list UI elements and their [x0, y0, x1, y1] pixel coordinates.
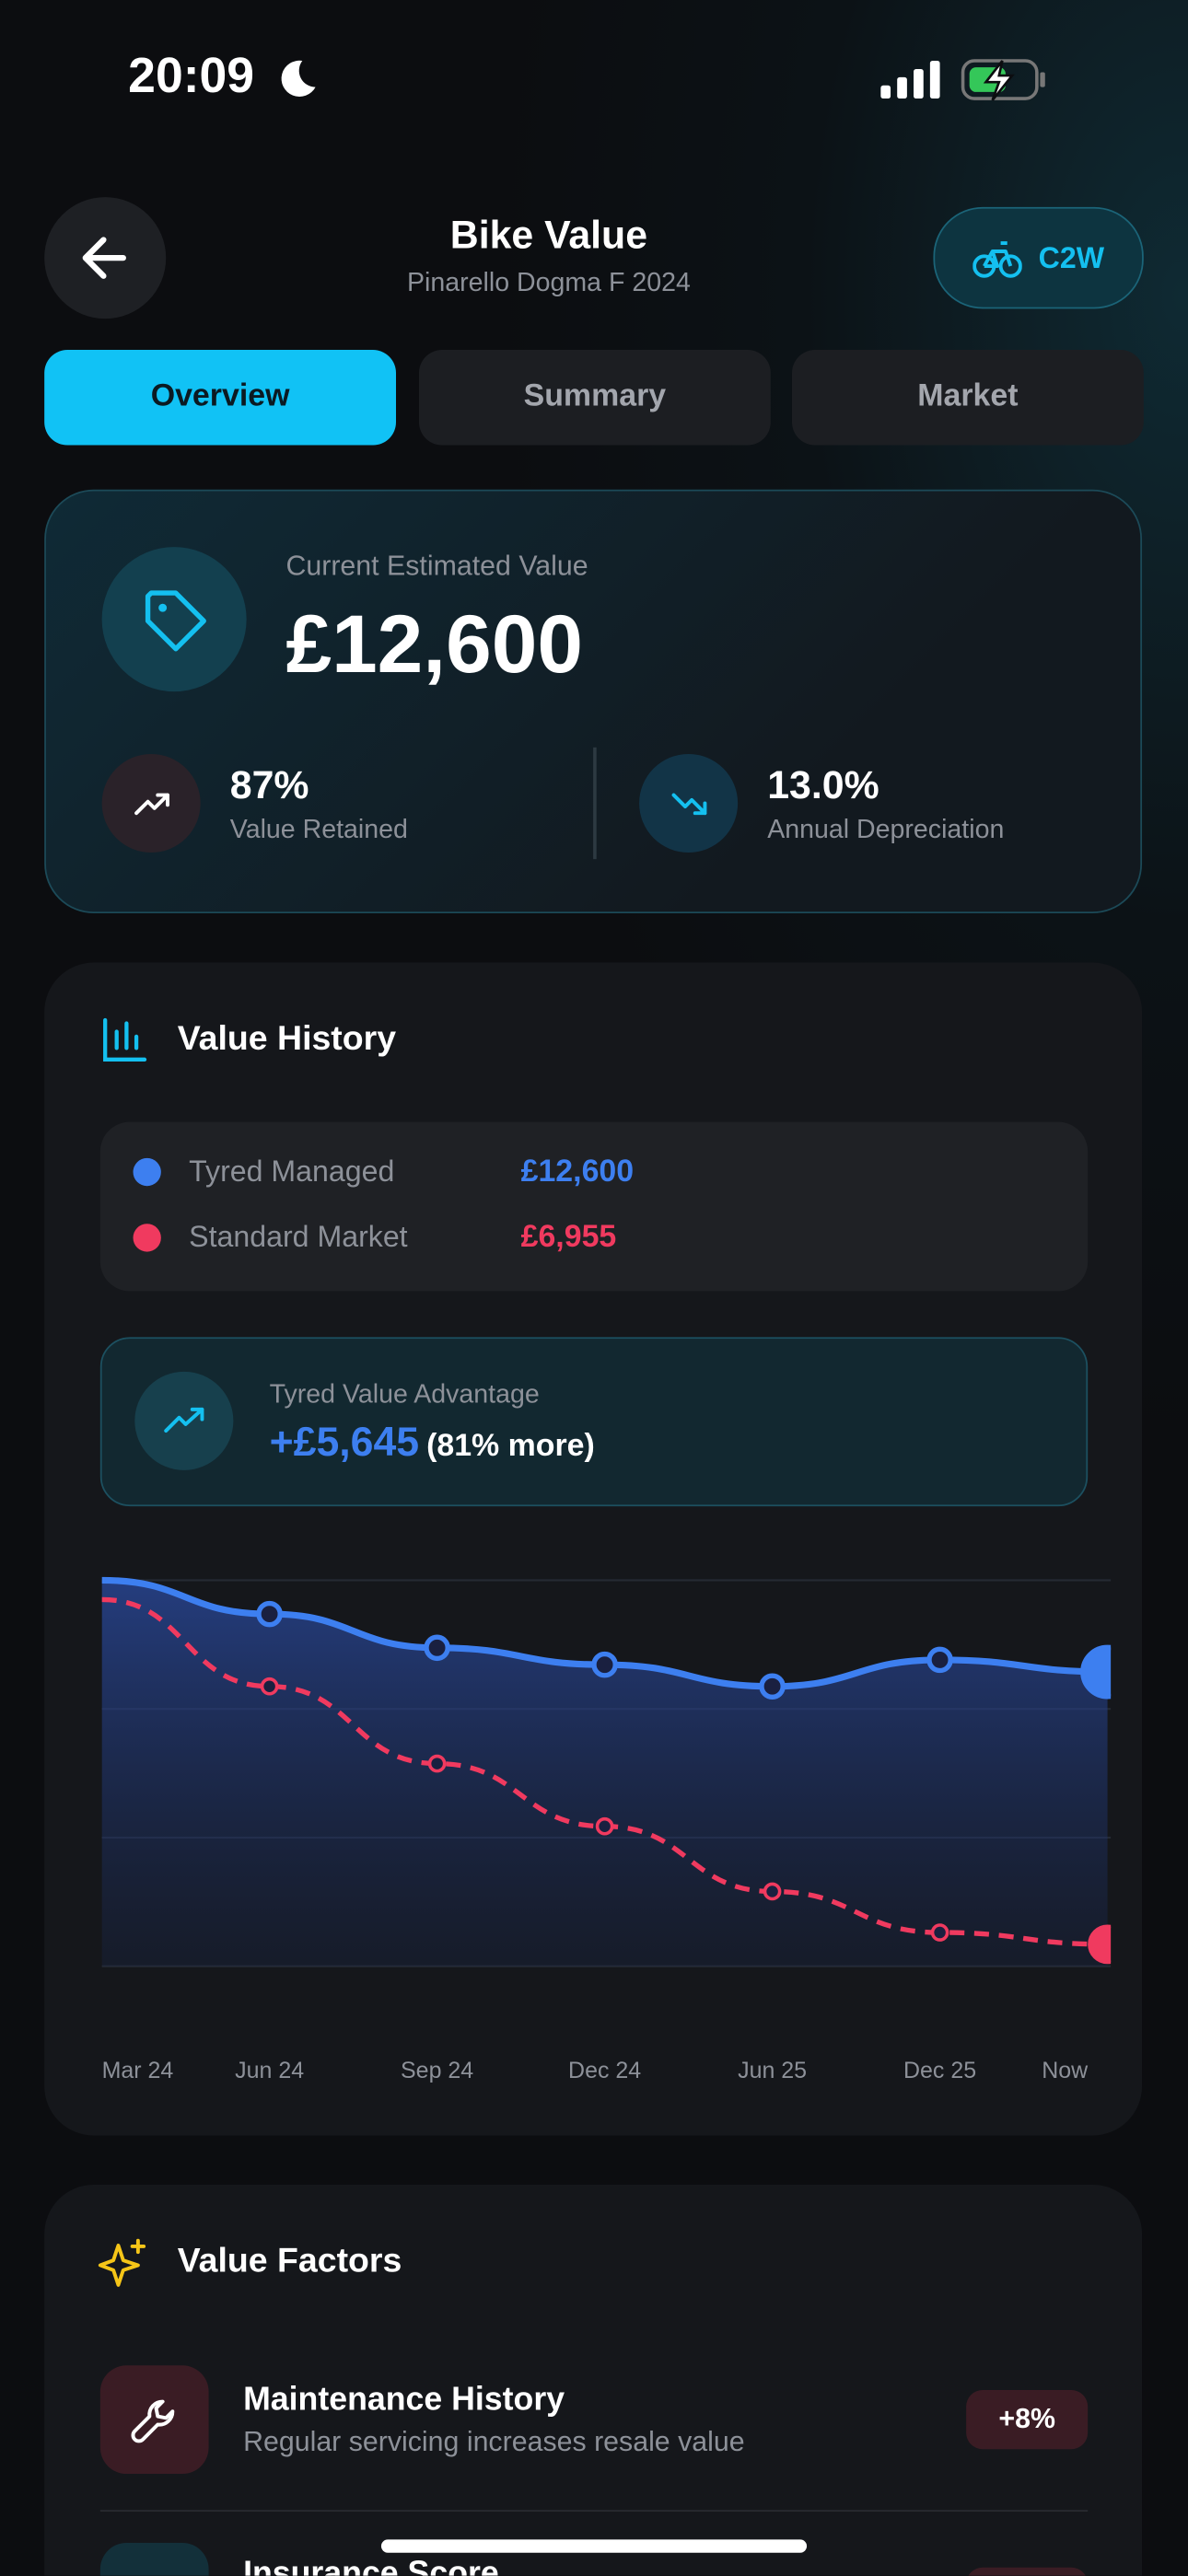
sparkle-icon — [98, 2238, 146, 2287]
tab[interactable]: Overview — [44, 350, 396, 446]
tab[interactable]: Summary — [418, 350, 771, 446]
up-icon — [101, 753, 201, 853]
divider — [99, 2510, 1089, 2512]
factor-description: Regular servicing increases resale value — [243, 2426, 745, 2458]
impact-badge: +8% — [966, 2390, 1089, 2450]
data-point — [930, 1923, 949, 1942]
legend-name: Standard Market — [189, 1220, 408, 1254]
legend-swatch — [133, 1224, 161, 1252]
tab[interactable]: Market — [791, 350, 1144, 446]
back-button[interactable] — [44, 197, 167, 319]
series-line — [101, 1596, 1108, 1947]
x-tick-label: Jun 25 — [738, 2058, 807, 2083]
advantage-value: +£5,645 — [269, 1419, 420, 1466]
data-point — [1088, 1924, 1112, 1965]
up-icon — [134, 1371, 234, 1470]
factors-card: Value Factors Maintenance History Regula… — [44, 2185, 1143, 2576]
legend-value: £6,955 — [520, 1220, 617, 1256]
data-point — [926, 1646, 953, 1674]
status-icons — [880, 59, 1045, 101]
stat-value: 13.0% — [767, 763, 879, 808]
value-amount: £12,600 — [285, 598, 583, 690]
data-point — [427, 1754, 447, 1773]
c2w-label: C2W — [1038, 240, 1105, 274]
page-subtitle: Pinarello Dogma F 2024 — [406, 269, 691, 297]
legend-swatch — [133, 1157, 161, 1187]
bike-icon — [973, 241, 1022, 278]
home-indicator — [380, 2539, 808, 2553]
x-tick-label: Now — [1042, 2058, 1089, 2083]
plot — [101, 1576, 1112, 1967]
data-point — [759, 1673, 786, 1700]
wrench-icon — [99, 2365, 209, 2475]
clock: 20:09 — [128, 49, 255, 104]
data-point — [424, 1634, 450, 1662]
data-point — [763, 1882, 782, 1901]
factor-icon — [99, 2542, 209, 2576]
stat-label: Value Retained — [229, 816, 408, 845]
x-tick-label: Jun 24 — [235, 2058, 304, 2083]
line-chart: Mar 24 Jun 24 Sep 24 Dec 24 Jun 25 Dec 25 Now — [101, 1576, 1112, 2083]
c2w-button[interactable]: C2W — [933, 206, 1144, 309]
legend: Tyred Managed £12,600 Standard Market £6… — [99, 1121, 1089, 1292]
advantage-box: Tyred Value Advantage +£5,645 (81% more) — [99, 1337, 1089, 1507]
stat-label: Annual Depreciation — [767, 816, 1005, 845]
data-point — [591, 1651, 618, 1678]
legend-name: Tyred Managed — [189, 1155, 395, 1188]
legend-value: £12,600 — [520, 1155, 635, 1189]
chart-icon — [103, 1017, 147, 1062]
impact-badge — [966, 2567, 1089, 2576]
x-tick-label: Dec 24 — [568, 2058, 641, 2083]
factor-title: Maintenance History — [243, 2382, 565, 2419]
down-icon — [639, 753, 739, 853]
x-tick-label: Sep 24 — [401, 2058, 473, 2083]
stat-value: 87% — [229, 763, 309, 808]
tag-icon — [101, 547, 247, 692]
advantage-note: (81% more) — [426, 1429, 595, 1464]
page-title: Bike Value — [449, 213, 648, 259]
divider — [593, 747, 596, 860]
value-card: Current Estimated Value £12,600 87% Valu… — [44, 489, 1143, 914]
data-point — [256, 1600, 283, 1628]
x-tick-label: Mar 24 — [102, 2058, 174, 2083]
area — [101, 1580, 1108, 1967]
section-title: Value Factors — [177, 2242, 402, 2280]
data-point — [260, 1677, 279, 1696]
advantage-label: Tyred Value Advantage — [269, 1381, 540, 1410]
data-point — [595, 1816, 614, 1836]
x-tick-label: Dec 25 — [903, 2058, 976, 2083]
section-title: Value History — [177, 1020, 397, 1059]
moon-icon — [281, 60, 316, 98]
value-label: Current Estimated Value — [285, 550, 588, 582]
factor-title: Insurance Score — [243, 2556, 499, 2576]
data-point — [1080, 1644, 1112, 1700]
